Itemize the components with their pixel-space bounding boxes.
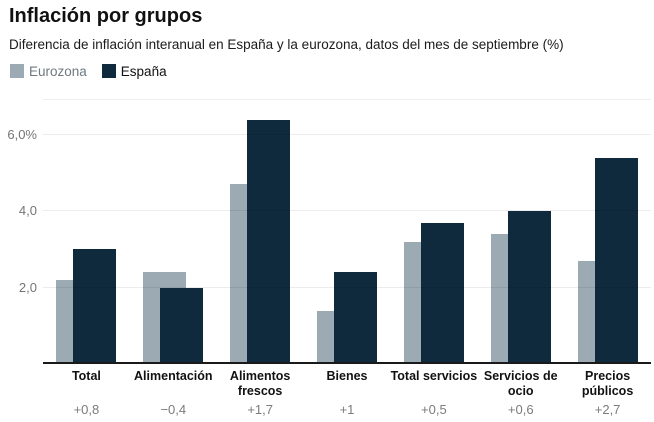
bar-group-5 [390,100,477,364]
plot-area [43,99,651,364]
x-axis-labels: Total +0,8 Alimentación −0,4 Alimentos fresc… [43,369,651,417]
x-axis-line [43,362,651,364]
bar-pair [317,100,377,364]
legend-item-eurozona: Eurozona [10,64,87,79]
bar-group-3 [217,100,304,364]
bar-group-7 [564,100,651,364]
diff-label: −0,4 [160,402,187,417]
x-axis-cell: Alimentos frescos +1,7 [217,369,304,417]
bar-group-4 [304,100,391,364]
x-axis-label: Total servicios [390,369,478,383]
bar-group-6 [477,100,564,364]
x-axis-label: Alimentación [134,369,213,383]
bar-chart: 2,0 4,0 6,0% [0,99,654,364]
bar-espana [73,249,117,364]
x-axis-label: Alimentos frescos [229,369,291,398]
gridline-6,0% [43,133,651,135]
bar-pair [143,100,204,364]
gridline-2,0 [43,286,651,288]
chart-subtitle: Diferencia de inflación interanual en Es… [9,37,564,52]
bar-group-2 [130,100,217,364]
x-axis-label: Precios públicos [581,369,634,398]
bar-espana [160,287,204,364]
bar-espana [507,211,551,364]
y-axis-tick-label: 6,0% [7,126,37,142]
bar-pair [577,100,638,364]
bar-espana [594,157,638,364]
bar-pair [230,100,291,364]
bar-group-1 [43,100,130,364]
diff-label: +1 [339,402,355,417]
legend-item-españa: España [101,63,167,79]
legend-swatch-eurozona [10,64,24,78]
legend-label: España [120,63,167,79]
chart-legend: Eurozona España [10,63,182,79]
bar-espana [420,222,464,364]
bar-pair [403,100,464,364]
x-axis-cell: Total +0,8 [43,369,130,417]
bar-espana [247,119,291,364]
diff-label: +2,7 [594,402,621,417]
bar-pair [56,100,117,364]
bar-espana [334,272,377,364]
page-title: Inflación por grupos [9,5,203,27]
diff-label: +1,7 [247,402,273,417]
x-axis-cell: Total servicios +0,5 [390,369,478,417]
x-axis-cell: Servicios de ocio +0,6 [477,369,564,417]
y-axis-tick-label: 2,0 [18,279,37,295]
x-axis-cell: Precios públicos +2,7 [564,369,651,417]
legend-swatch-españa [101,64,116,78]
x-axis-label: Servicios de ocio [483,369,558,398]
x-axis-label: Total [71,369,101,383]
diff-label: +0,8 [73,402,100,417]
y-axis-tick-label: 4,0 [18,203,37,219]
legend-label: Eurozona [29,63,87,79]
x-axis-label: Bienes [326,369,368,383]
diff-label: +0,5 [421,402,447,417]
x-axis-cell: Bienes +1 [304,369,391,417]
x-axis-cell: Alimentación −0,4 [130,369,217,417]
diff-label: +0,6 [507,402,534,417]
gridline-4,0 [43,210,651,212]
bar-pair [490,100,551,364]
